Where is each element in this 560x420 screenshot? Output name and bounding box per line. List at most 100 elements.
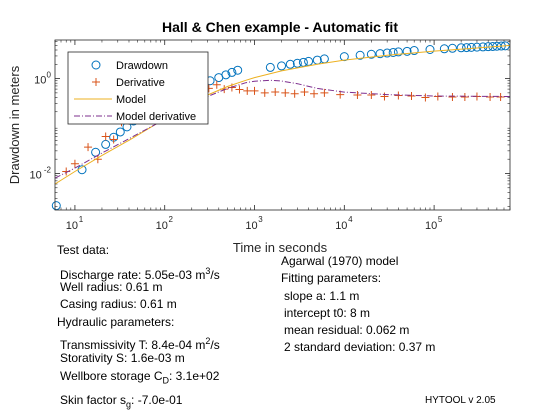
legend-box — [67, 51, 209, 125]
y-tick-label-exponent: 0 — [47, 71, 52, 80]
skin-factor-text: Skin factor s — [60, 393, 127, 407]
drawdown-point — [447, 43, 457, 53]
wellbore-storage: Wellbore storage CD: 3.1e+02 — [60, 369, 219, 387]
derivative-point — [407, 91, 416, 100]
skin-factor-value: : -7.0e-01 — [131, 393, 183, 407]
wellbore-storage-text: Wellbore storage C — [60, 369, 163, 383]
y-tick-label-exponent: -2 — [44, 165, 52, 174]
discharge-rate-exponent: 3 — [205, 266, 211, 276]
x-axis-label: Time in seconds — [233, 240, 328, 255]
drawdown-point — [456, 43, 466, 53]
intercept: intercept t0: 8 m — [284, 306, 371, 320]
derivative-point — [235, 85, 244, 94]
skin-factor-subscript: g — [126, 399, 132, 410]
legend-item-derivative: Derivative — [92, 77, 165, 89]
y-tick-label-base: 10 — [30, 169, 42, 181]
derivative-point — [394, 91, 403, 100]
y-axis-label: Drawdown in meters — [7, 65, 22, 184]
wellbore-storage-value: : 3.1e+02 — [169, 369, 220, 383]
drawdown-point — [221, 70, 231, 80]
drawdown-point — [233, 65, 243, 75]
discharge-rate-unit: /s — [210, 268, 220, 282]
derivative-point — [70, 159, 79, 168]
drawdown-point — [409, 46, 419, 56]
x-tick-label-exponent: 2 — [168, 215, 173, 224]
derivative-point — [109, 135, 118, 144]
legend-item-model-derivative: Model derivative — [74, 111, 196, 123]
discharge-rate-text: Discharge rate: 5.05e-03 m — [60, 268, 206, 282]
legend-drawdown-label: Drawdown — [116, 60, 168, 72]
series-model — [54, 44, 511, 185]
x-tick-label-base: 10 — [425, 220, 437, 232]
legend-item-drawdown: Drawdown — [91, 60, 168, 72]
y-tick-label-base: 10 — [34, 75, 46, 87]
test-data-heading: Test data: — [57, 243, 110, 257]
hydraulic-heading: Hydraulic parameters: — [57, 315, 175, 329]
drawdown-point — [298, 57, 308, 67]
derivative-point — [260, 88, 269, 97]
transmissivity: Transmissivity T: 8.4e-04 m2/s — [60, 334, 220, 352]
drawdown-point — [375, 49, 385, 59]
chart-title: Hall & Chen example - Automatic fit — [162, 19, 398, 35]
drawdown-point — [388, 47, 398, 57]
minor-ticks — [54, 40, 511, 210]
drawdown-point — [425, 44, 435, 54]
legend-drawdown-marker — [91, 60, 101, 70]
transmissivity-unit: /s — [210, 338, 220, 352]
drawdown-point — [382, 48, 392, 58]
well-radius: Well radius: 0.61 m — [60, 280, 163, 294]
derivative-point — [421, 93, 430, 102]
mean-residual: mean residual: 0.062 m — [284, 323, 410, 337]
x-tick-label-exponent: 4 — [348, 215, 353, 224]
drawdown-point — [115, 127, 125, 137]
series-model-derivative — [54, 79, 511, 179]
standard-deviation: 2 standard deviation: 0.37 m — [284, 340, 436, 354]
x-tick-label-exponent: 1 — [79, 215, 84, 224]
version-label: HYTOOL v 2.05 — [425, 395, 496, 406]
model-name: Agarwal (1970) model — [281, 254, 399, 268]
derivative-point — [460, 92, 469, 101]
derivative-point — [212, 80, 221, 89]
derivative-point — [243, 86, 252, 95]
plot-frame — [54, 39, 511, 211]
derivative-point — [310, 89, 319, 98]
drawdown-point — [393, 47, 403, 57]
y-tick-label: 10 -2 — [30, 165, 52, 181]
derivative-point — [300, 88, 309, 97]
drawdown-point — [292, 58, 302, 68]
fitting-heading: Fitting parameters: — [281, 271, 382, 285]
drawdown-point — [402, 46, 412, 56]
derivative-point — [496, 92, 505, 101]
legend: Drawdown Derivative Model Model derivati… — [67, 51, 209, 125]
x-tick-label-base: 10 — [156, 220, 168, 232]
derivative-point — [101, 132, 110, 141]
derivative-point — [367, 91, 376, 100]
derivative-point — [290, 89, 299, 98]
derivative-point — [320, 88, 329, 97]
x-tick-label-base: 10 — [66, 220, 78, 232]
derivative-point — [271, 88, 280, 97]
x-tick-label-base: 10 — [245, 220, 257, 232]
storativity: Storativity S: 1.6e-03 m — [60, 351, 185, 365]
transmissivity-exponent: 2 — [205, 336, 211, 346]
casing-radius: Casing radius: 0.61 m — [60, 297, 177, 311]
drawdown-point — [277, 61, 287, 71]
drawdown-point — [366, 49, 376, 59]
drawdown-point — [355, 50, 365, 60]
drawdown-point — [339, 52, 349, 62]
model-curve — [54, 44, 511, 185]
legend-derivative-marker — [92, 78, 100, 86]
model-derivative-curve — [54, 79, 511, 179]
x-tick-label: 105 — [425, 215, 443, 232]
y-tick-label: 10 0 — [34, 71, 51, 87]
derivative-point — [353, 91, 362, 100]
derivative-point — [448, 92, 457, 101]
transmissivity-text: Transmissivity T: 8.4e-04 m — [60, 338, 206, 352]
derivative-point — [486, 92, 495, 101]
drawdown-point — [285, 59, 295, 69]
legend-model-derivative-label: Model derivative — [116, 111, 196, 123]
major-ticks — [55, 40, 510, 210]
drawdown-point — [472, 42, 482, 52]
